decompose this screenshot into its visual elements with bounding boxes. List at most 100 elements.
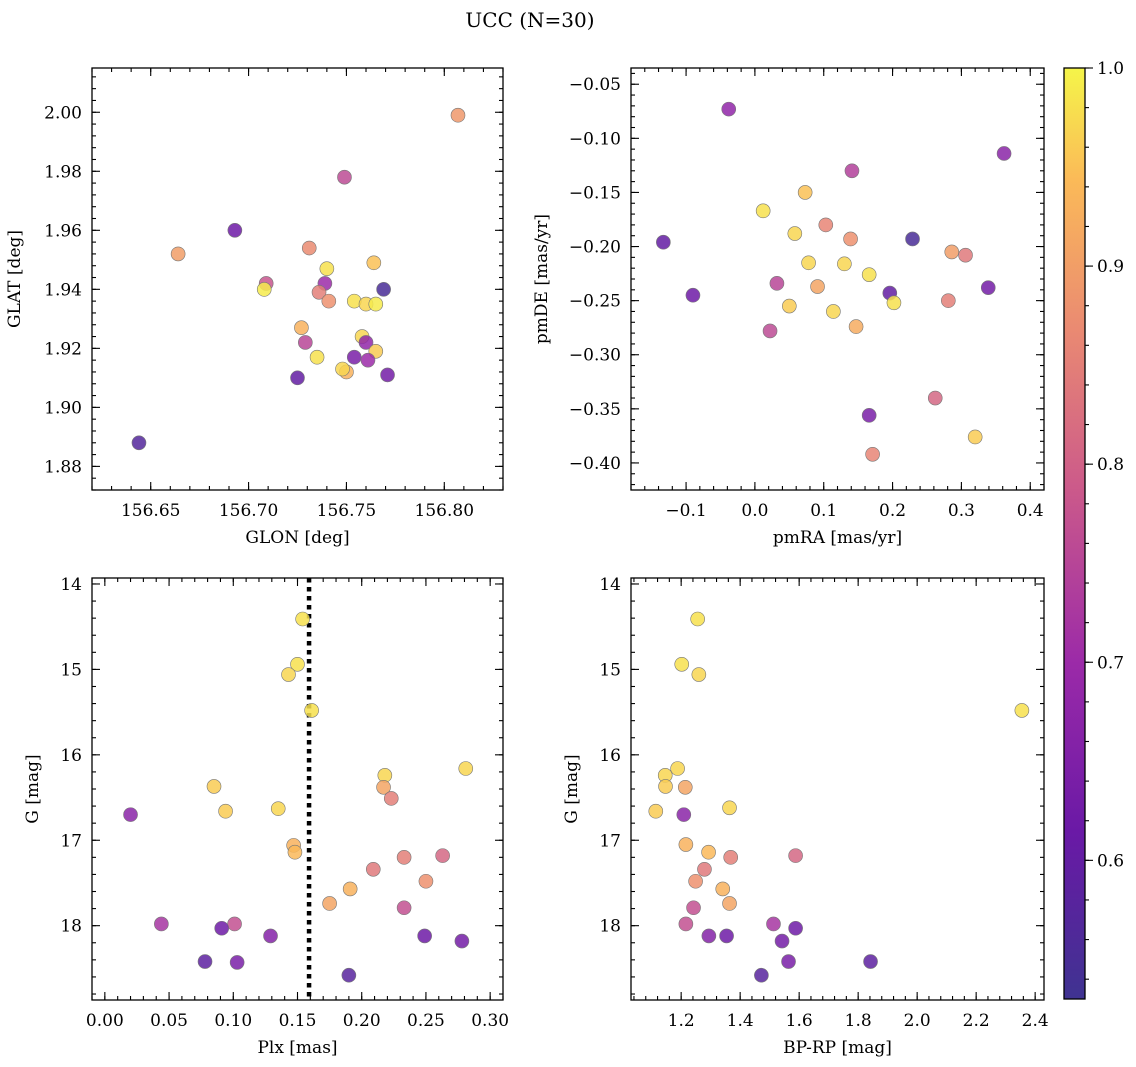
scatter-point — [214, 920, 230, 936]
scatter-point — [376, 779, 391, 795]
x-tick-label: 0.05 — [150, 1011, 188, 1031]
scatter-points — [648, 611, 1030, 983]
scatter-point — [218, 803, 233, 819]
x-tick-label: 0.25 — [407, 1011, 445, 1031]
scatter-point — [396, 850, 412, 865]
scatter-point — [754, 967, 769, 983]
x-tick-label: 0.00 — [86, 1011, 124, 1031]
scatter-point — [676, 807, 692, 822]
x-axis-label: GLON [deg] — [245, 528, 349, 548]
scatter-point — [861, 267, 877, 282]
scatter-point — [417, 928, 432, 944]
panel-glon-glat: 156.65 156.70 156.75 156.80 1.88 1.90 1.92 1.94… — [5, 67, 504, 548]
colorbar-tick-label: 0.8 — [1097, 455, 1124, 475]
scatter-point — [762, 323, 778, 339]
scatter-points — [123, 578, 474, 1000]
scatter-point — [701, 844, 716, 860]
x-tick-label: 156.80 — [415, 501, 474, 521]
scatter-point — [810, 279, 825, 294]
scatter-point — [721, 101, 737, 117]
scatter-point — [774, 933, 790, 949]
scatter-point — [376, 282, 391, 297]
scatter-point — [294, 320, 309, 335]
panel-bprp-g: 1.2 1.4 1.6 1.8 2.0 2.2 2.4 14 15 16 17 18 BP-RP [ma… — [562, 575, 1049, 1058]
scatter-point — [154, 916, 169, 932]
x-tick-label: 0.30 — [471, 1011, 509, 1031]
scatter-point — [197, 954, 213, 969]
scatter-point — [722, 800, 737, 816]
figure-title: UCC (N=30) — [465, 8, 594, 32]
y-tick-label: 1.90 — [44, 398, 82, 418]
scatter-point — [383, 791, 399, 806]
scatter-point — [341, 967, 357, 983]
scatter-points — [656, 101, 1012, 462]
x-tick-label: 1.4 — [727, 1011, 754, 1031]
scatter-point — [360, 352, 376, 368]
scatter-point — [335, 361, 350, 377]
axis-ticks — [91, 578, 504, 1000]
scatter-point — [670, 761, 685, 776]
scatter-point — [980, 280, 996, 295]
colorbar-tick-label: 0.9 — [1097, 257, 1124, 277]
x-tick-label: 0.20 — [343, 1011, 381, 1031]
scatter-point — [766, 916, 781, 932]
y-tick-label: 18 — [60, 917, 82, 937]
y-axis-label: pmDE [mas/yr] — [532, 214, 552, 344]
colorbar-ticks: 0.6 0.7 0.8 0.9 1.0 — [1085, 59, 1124, 980]
scatter-point — [690, 611, 705, 627]
colorbar-tick-label: 0.6 — [1097, 851, 1124, 871]
x-tick-label: 0.10 — [214, 1011, 252, 1031]
scatter-point — [788, 848, 803, 863]
scatter-point — [337, 169, 352, 185]
axes-frame — [630, 67, 1045, 491]
scatter-point — [801, 255, 816, 271]
axis-ticks — [630, 68, 1045, 490]
scatter-point — [697, 861, 712, 877]
scatter-point — [368, 296, 384, 312]
scatter-point — [418, 873, 434, 889]
y-tick-label: −0.40 — [569, 454, 621, 474]
x-tick-label: 0.0 — [741, 501, 768, 521]
y-tick-label: 17 — [60, 831, 82, 851]
scatter-point — [863, 954, 878, 969]
scatter-point — [365, 861, 381, 877]
y-tick-label: 15 — [60, 660, 82, 680]
scatter-point — [229, 955, 245, 970]
scatter-point — [715, 881, 731, 897]
scatter-point — [781, 954, 796, 969]
scatter-point — [927, 390, 943, 406]
scatter-point — [256, 282, 272, 297]
scatter-point — [396, 900, 412, 916]
x-tick-label: 2.2 — [963, 1011, 990, 1031]
y-tick-label: −0.25 — [569, 292, 621, 312]
scatter-point — [342, 881, 358, 897]
x-axis-label: BP-RP [mag] — [783, 1038, 892, 1058]
x-tick-label: 0.1 — [810, 501, 837, 521]
scatter-point — [967, 429, 983, 445]
x-axis-label: Plx [mas] — [257, 1038, 337, 1058]
scatter-point — [346, 349, 362, 365]
x-tick-label: 156.70 — [219, 501, 278, 521]
y-tick-label: 1.92 — [44, 339, 82, 359]
scatter-point — [788, 920, 803, 936]
scatter-point — [454, 933, 470, 949]
scatter-point — [844, 163, 860, 179]
scatter-point — [837, 256, 852, 272]
panels: 156.65 156.70 156.75 156.80 1.88 1.90 1.92 1.94… — [5, 67, 1049, 1058]
scatter-point — [996, 146, 1012, 161]
scatter-point — [380, 367, 395, 383]
x-tick-label: 156.75 — [317, 501, 376, 521]
scatter-point — [691, 667, 707, 682]
scatter-point — [944, 244, 960, 260]
scatter-point — [723, 850, 739, 865]
panel-pmra-pmde: −0.1 0.0 0.1 0.2 0.3 0.4 −0.40 −0.35 −0.30 −0.25 −… — [532, 67, 1045, 548]
axes-frame — [91, 67, 504, 491]
panel-plx-g: 0.00 0.05 0.10 0.15 0.20 0.25 0.30 14 15 16 17 18 Pl… — [23, 575, 509, 1058]
y-tick-label: 14 — [60, 575, 82, 595]
scatter-point — [941, 293, 956, 308]
scatter-point — [656, 234, 671, 250]
scatter-point — [848, 319, 864, 334]
scatter-point — [755, 203, 771, 219]
scatter-point — [123, 807, 138, 822]
scatter-point — [677, 779, 693, 795]
